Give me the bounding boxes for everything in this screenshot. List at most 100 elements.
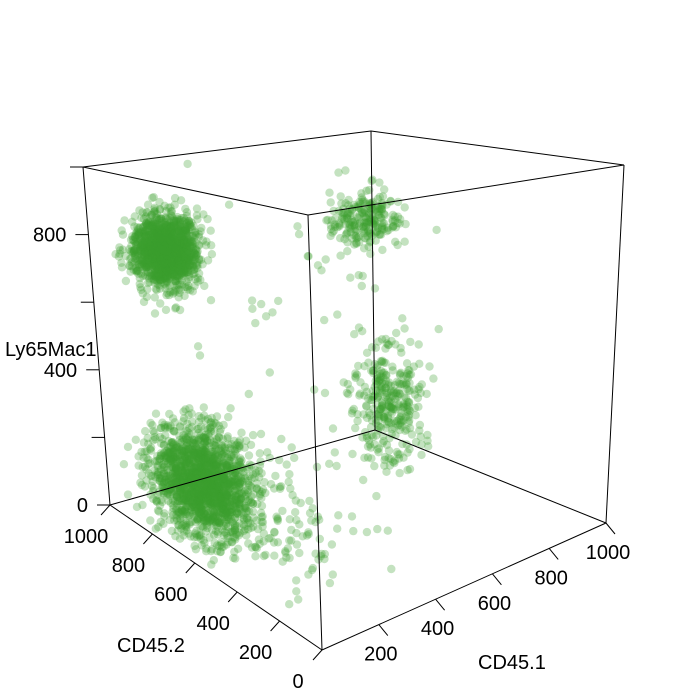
scatter-point — [260, 478, 269, 487]
scatter-point — [165, 260, 174, 269]
scatter-point — [154, 247, 163, 257]
scatter-point — [150, 234, 159, 244]
scatter-point — [144, 241, 153, 251]
scatter-point — [163, 262, 172, 271]
scatter-point — [397, 348, 406, 357]
scatter-point — [174, 263, 184, 272]
scatter-point — [173, 252, 183, 261]
scatter-point — [162, 271, 171, 281]
scatter-point — [162, 258, 171, 268]
scatter-point — [157, 214, 166, 223]
scatter-point — [189, 256, 198, 266]
scatter-point — [147, 249, 156, 258]
scatter-point — [155, 234, 164, 243]
scatter-point — [168, 239, 177, 249]
scatter-point — [254, 466, 264, 475]
scatter-point — [225, 484, 234, 493]
scatter-point — [179, 267, 188, 276]
scatter-point — [367, 343, 377, 352]
z-axis-tick-label: 0 — [77, 495, 88, 517]
scatter-point — [171, 267, 180, 277]
scatter-point — [162, 237, 171, 246]
scatter-point — [204, 490, 213, 500]
scatter-point — [161, 213, 170, 222]
scatter-point — [155, 240, 164, 249]
scatter-point — [322, 216, 331, 225]
scatter-point — [172, 224, 182, 233]
scatter-point — [184, 265, 193, 274]
scatter-point — [175, 241, 184, 250]
scatter-point — [201, 516, 211, 525]
scatter-point — [184, 246, 194, 255]
scatter-point — [242, 504, 251, 513]
scatter-point — [184, 253, 193, 262]
scatter-point — [144, 251, 154, 260]
scatter-point — [150, 209, 159, 218]
scatter-point — [151, 231, 160, 241]
scatter-point — [167, 270, 176, 279]
scatter-point — [137, 213, 146, 223]
scatter-point — [167, 265, 176, 275]
scatter-point — [390, 417, 399, 426]
scatter-point — [188, 467, 197, 477]
scatter-point — [166, 222, 175, 231]
scatter-point — [171, 244, 180, 253]
scatter-point — [171, 223, 180, 232]
x-axis-tick — [492, 573, 502, 586]
scatter-point — [164, 237, 173, 246]
scatter-point — [162, 281, 171, 290]
scatter-point — [223, 522, 233, 531]
scatter-point — [215, 519, 224, 528]
scatter-point — [148, 220, 157, 229]
scatter-point — [137, 240, 146, 249]
scatter-point — [182, 219, 191, 229]
scatter-point — [189, 265, 199, 274]
scatter-point — [383, 526, 392, 535]
scatter-point — [133, 239, 142, 248]
scatter-point — [179, 226, 189, 235]
scatter-point — [194, 514, 203, 523]
scatter-point — [130, 238, 139, 247]
scatter-point — [133, 231, 142, 240]
scatter-point — [166, 236, 175, 245]
scatter-point — [153, 234, 162, 243]
scatter-point — [184, 238, 193, 248]
scatter-point — [150, 271, 159, 281]
scatter-point — [145, 257, 154, 266]
scatter-point — [167, 248, 177, 257]
scatter-point — [164, 258, 173, 267]
scatter-point — [156, 255, 166, 265]
scatter-point — [154, 264, 164, 273]
scatter-point — [177, 242, 186, 251]
scatter-point — [166, 228, 175, 238]
scatter-point — [165, 268, 174, 277]
scatter-point — [164, 233, 173, 242]
scatter-point — [154, 257, 163, 266]
scatter-point — [142, 249, 151, 258]
scatter-point — [141, 212, 150, 221]
scatter-point — [192, 245, 201, 254]
scatter-point — [151, 253, 160, 263]
scatter-point — [232, 444, 242, 454]
scatter-point — [285, 600, 294, 609]
scatter-point — [176, 239, 185, 248]
scatter-point — [150, 466, 159, 475]
scatter-point — [181, 264, 190, 273]
scatter-point — [153, 228, 163, 237]
scatter-point — [156, 439, 166, 448]
scatter-point — [218, 498, 228, 508]
scatter-point — [149, 243, 158, 252]
scatter-point — [170, 235, 179, 244]
scatter-point — [174, 260, 184, 269]
scatter-point — [155, 253, 164, 263]
scatter-point — [392, 328, 401, 338]
scatter-point — [178, 497, 187, 506]
scatter-point — [152, 285, 161, 295]
scatter-point — [166, 261, 176, 270]
scatter-point — [148, 250, 157, 259]
scatter-point — [155, 276, 165, 285]
scatter-point — [393, 240, 402, 250]
scatter-point — [162, 225, 172, 234]
scatter-point — [174, 280, 183, 290]
scatter-point — [148, 222, 157, 231]
